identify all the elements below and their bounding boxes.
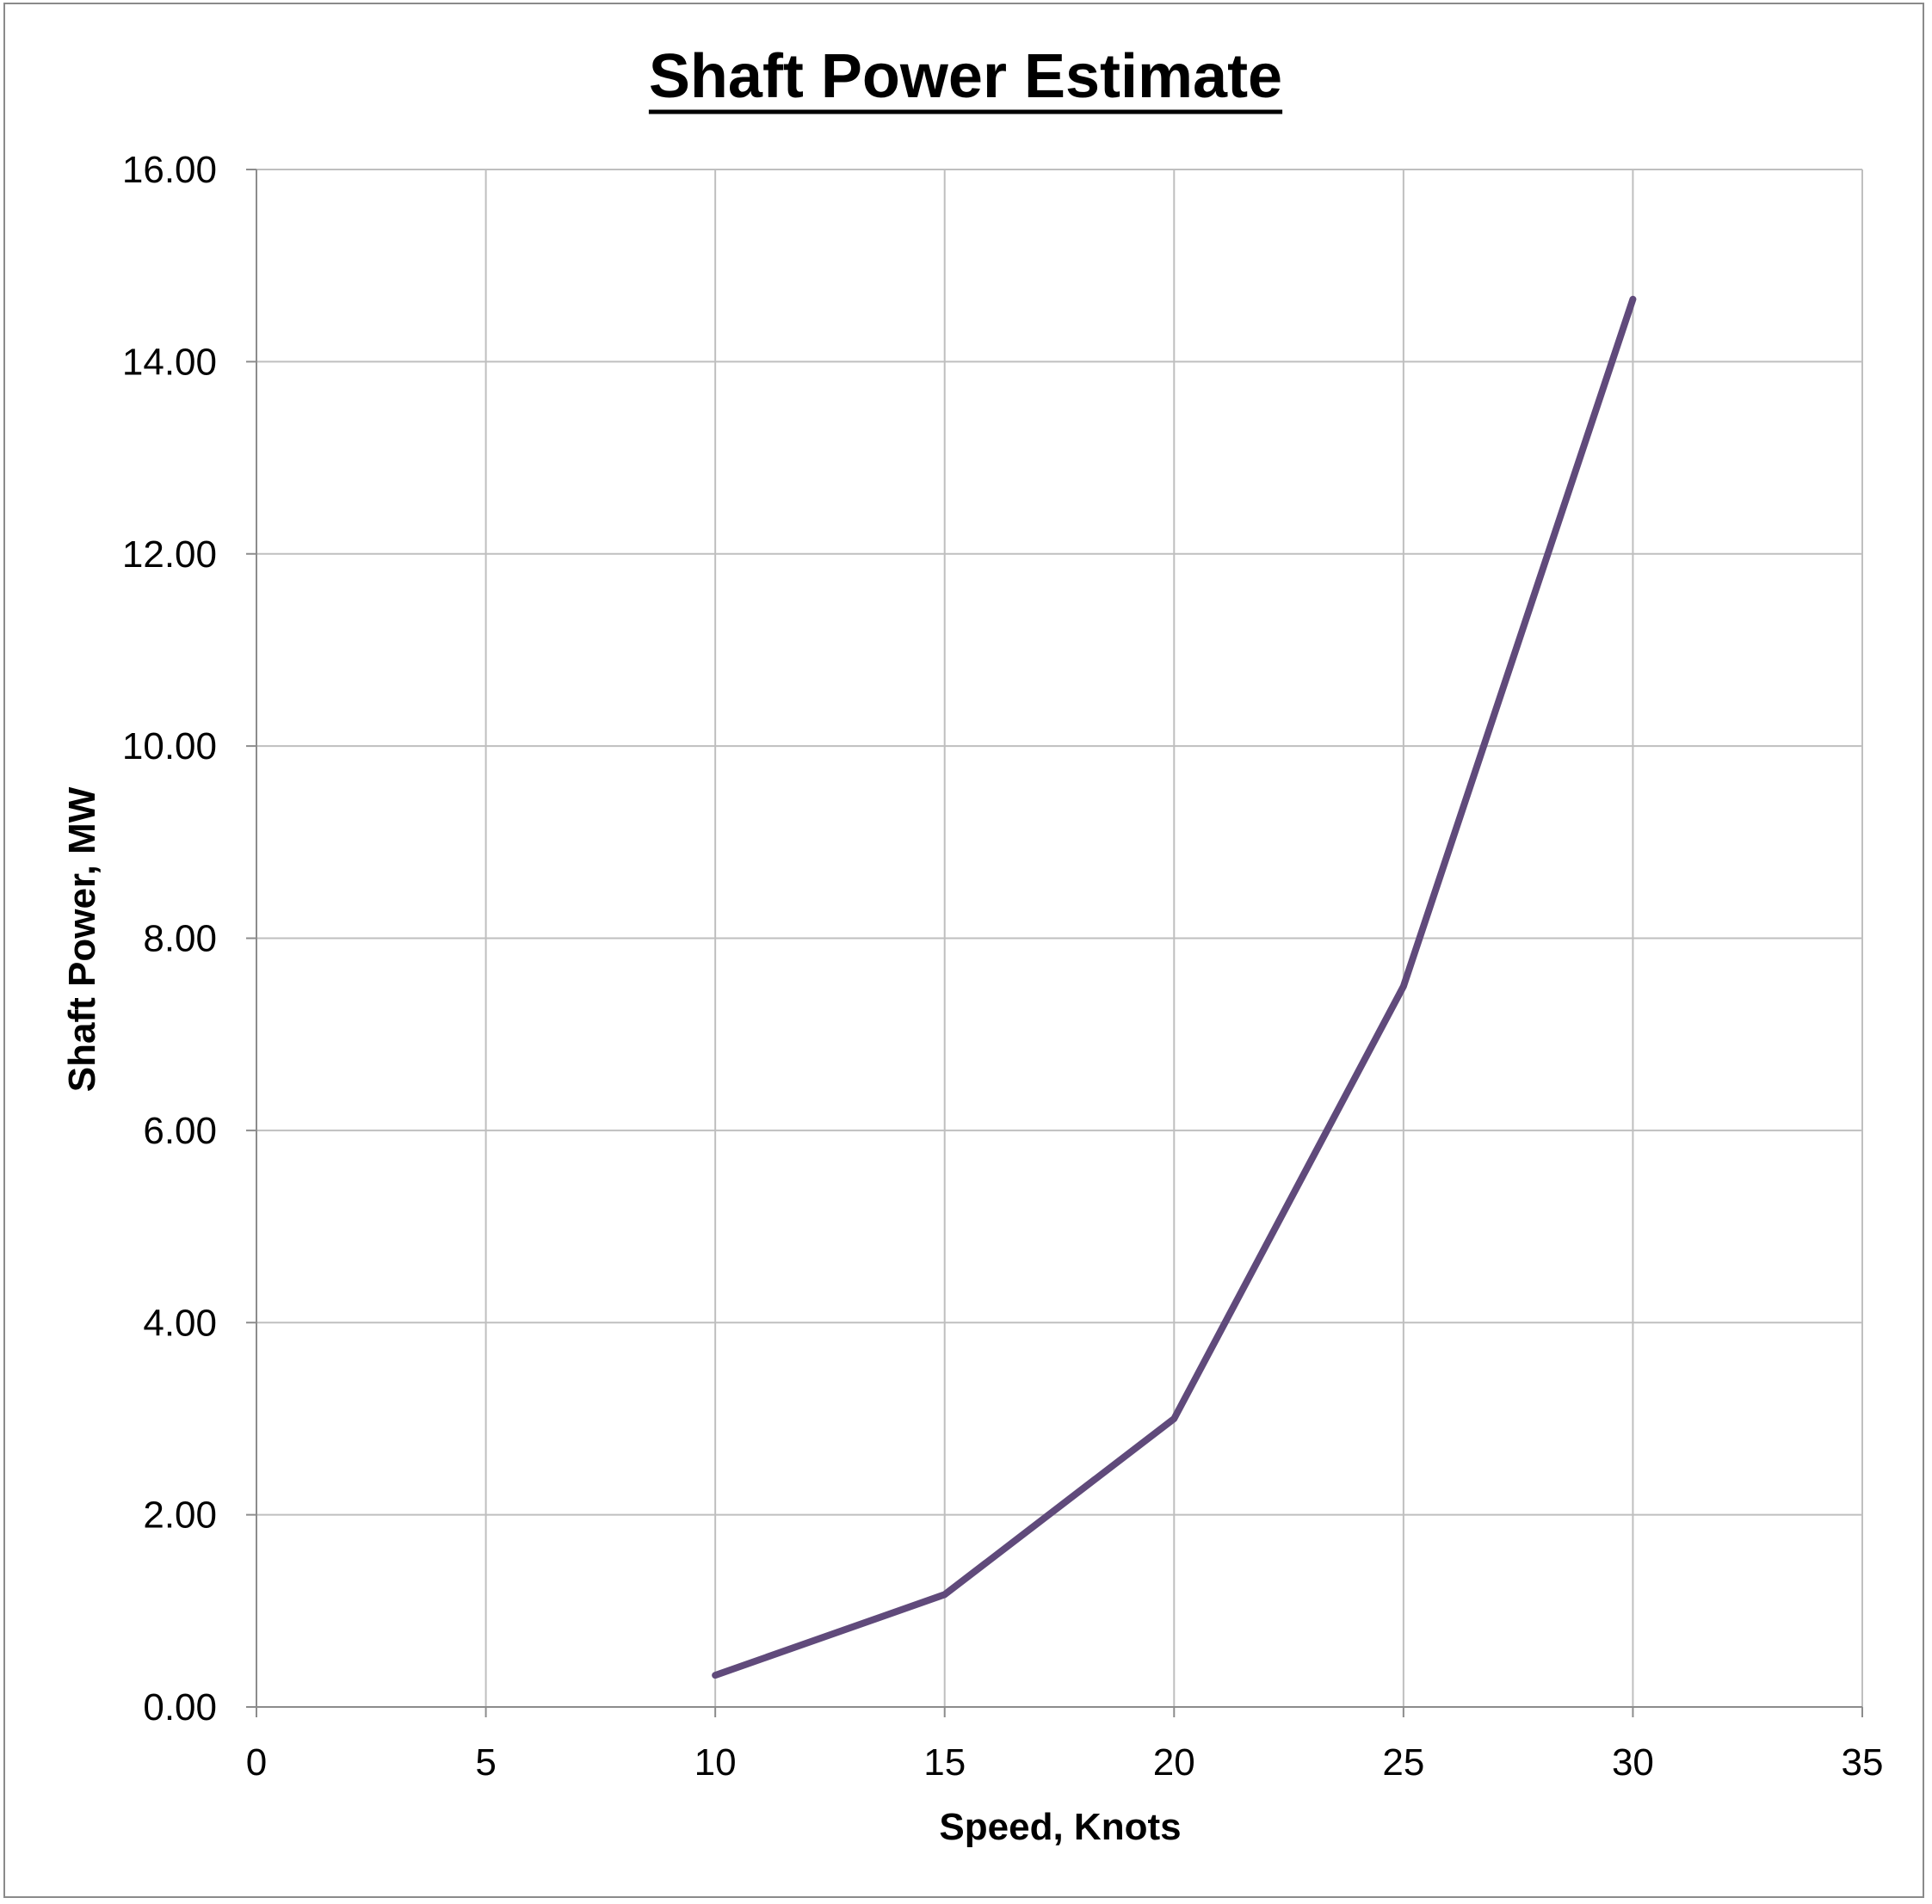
y-tick-label: 0.00 — [143, 1686, 217, 1728]
x-tick-label: 15 — [923, 1741, 966, 1784]
x-tick-label: 10 — [694, 1741, 737, 1784]
x-tick-label: 5 — [475, 1741, 496, 1784]
series-line — [712, 295, 1637, 1679]
y-tick-label: 12.00 — [122, 533, 217, 576]
x-tick-label: 0 — [246, 1741, 267, 1784]
data-series — [712, 295, 1637, 1679]
axes — [246, 169, 1863, 1717]
x-axis-title: Speed, Knots — [939, 1806, 1181, 1848]
y-tick-label: 16.00 — [122, 149, 217, 191]
y-tick-label: 8.00 — [143, 918, 217, 960]
y-axis-title: Shaft Power, MW — [61, 786, 103, 1092]
tick-labels: 0 5 10 15 20 25 30 35 0.00 2.00 4.00 6.00 8.00 10.00 1… — [122, 149, 1884, 1784]
x-tick-label: 35 — [1842, 1741, 1884, 1784]
x-tick-label: 25 — [1382, 1741, 1424, 1784]
y-tick-label: 14.00 — [122, 341, 217, 383]
y-tick-label: 2.00 — [143, 1494, 217, 1537]
gridlines — [256, 169, 1863, 1707]
y-tick-label: 6.00 — [143, 1110, 217, 1152]
x-tick-label: 30 — [1612, 1741, 1654, 1784]
y-tick-label: 10.00 — [122, 725, 217, 767]
x-tick-label: 20 — [1153, 1741, 1195, 1784]
chart-title: Shaft Power Estimate — [649, 42, 1282, 111]
y-tick-label: 4.00 — [143, 1302, 217, 1344]
